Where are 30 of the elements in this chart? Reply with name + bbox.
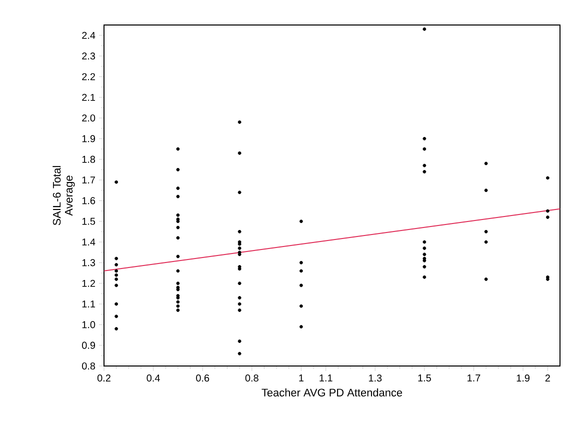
x-tick-label: 1.3 bbox=[368, 374, 382, 382]
y-tick-label: 0.8 bbox=[82, 362, 96, 370]
y-tick-label: 1.7 bbox=[82, 176, 95, 184]
y-tick-label: 2.2 bbox=[82, 73, 95, 80]
y-tick-label: 1.0 bbox=[82, 321, 96, 328]
y-tick-label: 1.6 bbox=[82, 197, 96, 204]
x-tick-label: 0.4 bbox=[146, 374, 160, 382]
x-tick-label: 1.5 bbox=[418, 374, 431, 382]
y-tick-label: 1.9 bbox=[82, 135, 96, 142]
x-tick-label: 1 bbox=[299, 374, 304, 382]
x-tick-label: 0.8 bbox=[245, 374, 258, 382]
y-tick-label: 1.3 bbox=[82, 259, 96, 266]
y-tick-label: 2.0 bbox=[82, 114, 96, 122]
y-tick-label: 1.4 bbox=[82, 238, 96, 246]
y-axis-title: SAIL-6 Total Average bbox=[52, 166, 75, 226]
x-tick-label: 1.9 bbox=[516, 374, 530, 382]
y-tick-label: 2.1 bbox=[82, 94, 95, 101]
y-tick-label: 2.3 bbox=[82, 52, 96, 60]
y-tick-label: 2.4 bbox=[82, 32, 96, 39]
x-tick-label: 0.6 bbox=[196, 374, 210, 382]
y-tick-label: 1.2 bbox=[82, 280, 95, 287]
x-tick-label: 2 bbox=[545, 374, 550, 382]
y-tick-label: 1.8 bbox=[82, 156, 96, 163]
y-tick-label: 1.1 bbox=[82, 300, 95, 308]
y-tick-label: 0.9 bbox=[82, 342, 96, 349]
y-tick-label: 1.5 bbox=[82, 218, 96, 225]
x-axis-title: Teacher AVG PD Attendance bbox=[262, 388, 402, 396]
x-tick-label: 1.7 bbox=[468, 374, 480, 382]
x-tick-label: 1.1 bbox=[320, 374, 332, 382]
x-tick-label: 0.2 bbox=[97, 374, 110, 382]
